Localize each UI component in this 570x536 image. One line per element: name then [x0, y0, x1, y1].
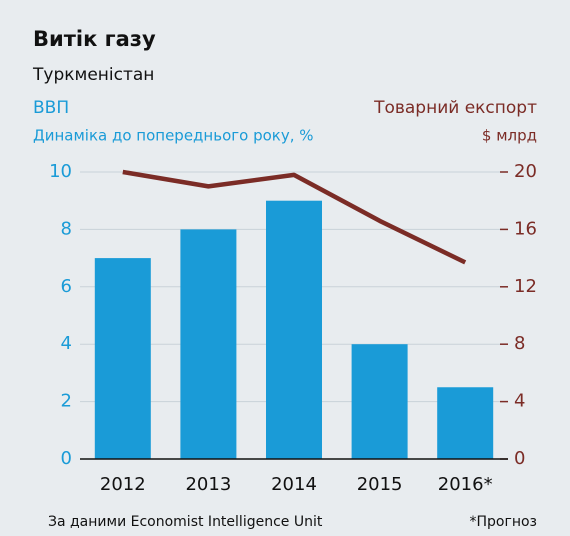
bar — [266, 200, 322, 459]
chart-subtitle: Туркменістан — [32, 65, 154, 85]
x-tick-label: 2015 — [357, 474, 403, 495]
chart-title: Витік газу — [33, 27, 156, 51]
y-tick-label: 10 — [49, 161, 72, 182]
bar — [351, 344, 408, 459]
y-tick-label: 8 — [61, 218, 72, 239]
y2-axis-label: Товарний експорт — [373, 98, 537, 118]
x-tick-label: 2013 — [185, 474, 231, 495]
y-axis-label: ВВП — [33, 98, 69, 118]
x-tick-label: 2012 — [100, 474, 146, 495]
y2-tick-label: 20 — [514, 161, 537, 182]
y-tick-label: 4 — [61, 333, 72, 354]
bar — [437, 387, 494, 459]
y-axis-sublabel: Динаміка до попереднього року, % — [33, 127, 314, 145]
y-tick-label: 6 — [61, 276, 72, 297]
line — [122, 169, 467, 265]
y2-tick-label: 0 — [514, 448, 525, 469]
y2-tick-label: 16 — [514, 218, 537, 239]
y2-axis-sublabel: $ млрд — [482, 127, 537, 145]
note: *Прогноз — [470, 514, 538, 530]
y2-tick-label: 4 — [514, 391, 525, 412]
bar — [94, 258, 151, 459]
x-tick-label: 2014 — [271, 474, 317, 495]
y2-tick-label: 8 — [514, 333, 525, 354]
source: За даними Economist Intelligence Unit — [48, 514, 323, 530]
bar — [180, 229, 237, 459]
x-tick-label: 2016* — [438, 474, 493, 495]
y-tick-label: 2 — [61, 391, 72, 412]
y-tick-label: 0 — [61, 448, 72, 469]
y2-tick-label: 12 — [514, 276, 537, 297]
